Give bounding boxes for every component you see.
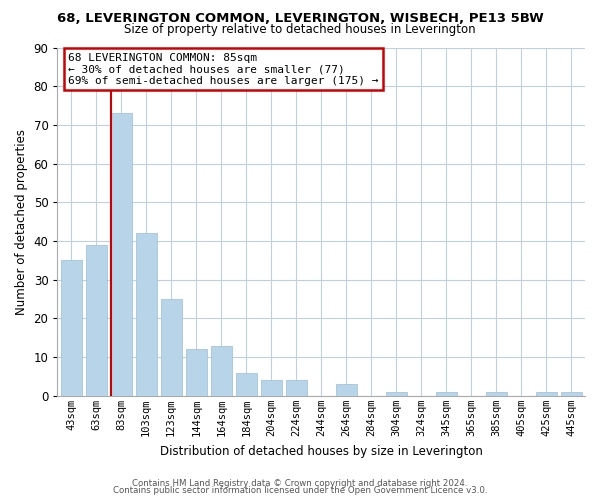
Bar [536, 392, 557, 396]
Text: 68 LEVERINGTON COMMON: 85sqm
← 30% of detached houses are smaller (77)
69% of se: 68 LEVERINGTON COMMON: 85sqm ← 30% of de… [68, 52, 379, 86]
Bar [386, 392, 407, 396]
Bar [110, 114, 132, 396]
Bar [161, 299, 182, 396]
Bar [485, 392, 507, 396]
Bar [436, 392, 457, 396]
Bar [286, 380, 307, 396]
Bar [185, 350, 207, 396]
X-axis label: Distribution of detached houses by size in Leverington: Distribution of detached houses by size … [160, 444, 482, 458]
Bar [61, 260, 82, 396]
Y-axis label: Number of detached properties: Number of detached properties [15, 128, 28, 314]
Text: Contains public sector information licensed under the Open Government Licence v3: Contains public sector information licen… [113, 486, 487, 495]
Text: Size of property relative to detached houses in Leverington: Size of property relative to detached ho… [124, 22, 476, 36]
Bar [335, 384, 357, 396]
Bar [211, 346, 232, 396]
Bar [560, 392, 582, 396]
Bar [136, 234, 157, 396]
Text: 68, LEVERINGTON COMMON, LEVERINGTON, WISBECH, PE13 5BW: 68, LEVERINGTON COMMON, LEVERINGTON, WIS… [56, 12, 544, 26]
Bar [260, 380, 282, 396]
Text: Contains HM Land Registry data © Crown copyright and database right 2024.: Contains HM Land Registry data © Crown c… [132, 478, 468, 488]
Bar [236, 372, 257, 396]
Bar [86, 245, 107, 396]
